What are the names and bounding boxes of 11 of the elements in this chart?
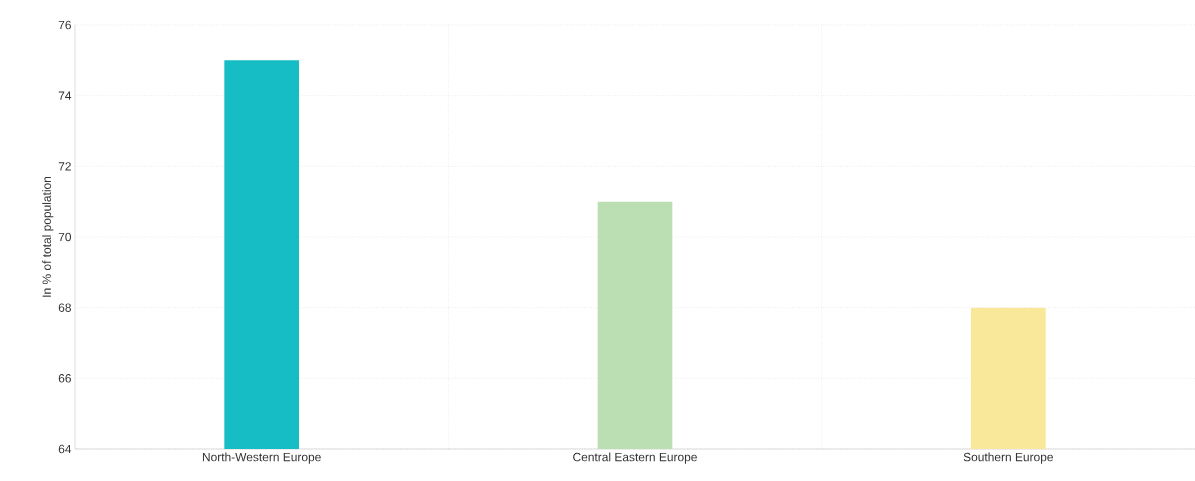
y-axis-title: In % of total population <box>42 176 54 297</box>
x-tick-label: Southern Europe <box>963 452 1053 464</box>
y-tick-label: 68 <box>58 303 71 312</box>
y-tick-label: 72 <box>58 162 71 171</box>
y-tick-label: 70 <box>58 232 72 242</box>
x-tick-label: North-Western Europe <box>202 452 321 464</box>
y-tick-label: 66 <box>58 374 71 383</box>
y-tick-label: 64 <box>58 444 72 454</box>
y-tick-label: 76 <box>58 20 71 30</box>
x-tick-label: Central Eastern Europe <box>573 452 697 464</box>
y-tick-label: 74 <box>58 91 72 100</box>
